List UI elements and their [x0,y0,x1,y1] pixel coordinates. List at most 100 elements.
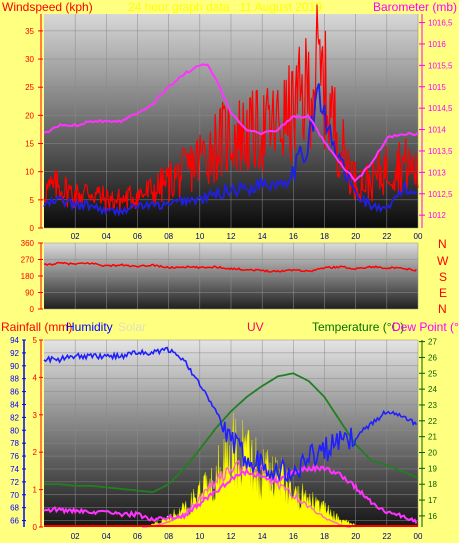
climate-panel-axes: 02 04 06 08 10 12 14 16 18 20 22 006668707274767880… [10,336,437,541]
barometer-label: Barometer (mb) [373,0,457,14]
direction-tick-label: 90 [25,289,34,298]
compass-w: W [437,254,449,268]
temperature-label: Temperature (°C) [312,320,404,334]
temperature-tick-label: 19 [428,464,437,473]
temperature-tick-label: 23 [428,401,437,410]
barometer-tick-label: 1014 [428,126,446,135]
barometer-line [43,63,419,183]
x-tick-label: 10 [195,232,204,241]
x-tick-label: 16 [289,232,298,241]
temperature-tick-label: 26 [428,353,437,362]
barometer-tick-label: 1016 [428,40,446,49]
x-tick-label: 10 [195,532,204,541]
humidity-tick-label: 84 [10,400,19,409]
x-tick-label: 16 [289,532,298,541]
x-tick-label: 00 [414,232,423,241]
x-tick-label: 20 [351,532,360,541]
windspeed-tick-label: 5 [30,196,35,205]
barometer-tick-label: 1013 [428,168,446,177]
humidity-tick-label: 66 [10,517,19,526]
windspeed-tick-label: 10 [25,168,34,177]
temperature-tick-label: 21 [428,433,437,442]
climate-panel-series [43,346,419,528]
direction-tick-label: 0 [30,305,35,314]
temperature-tick-label: 16 [428,512,437,521]
humidity-tick-label: 74 [10,465,19,474]
windspeed-tick-label: 35 [25,27,34,36]
x-tick-label: 04 [102,532,111,541]
barometer-tick-label: 1012,5 [428,190,453,199]
x-tick-label: 14 [258,532,267,541]
direction-panel-grid [44,242,419,310]
rain-tick-label: 1 [33,486,38,495]
wind-panel-axes: 02 04 06 08 10 12 14 16 18 20 22 000510152025303510… [25,14,453,241]
humidity-label: Humidity [66,320,113,334]
humidity-tick-label: 90 [10,362,19,371]
direction-panel-axes: 0 90 180 270 360 [21,239,43,314]
humidity-tick-label: 78 [10,439,19,448]
x-tick-label: 20 [351,232,360,241]
x-tick-label: 18 [320,232,329,241]
rain-tick-label: 0 [33,523,38,532]
barometer-tick-label: 1015,5 [428,61,453,70]
barometer-tick-label: 1015 [428,83,446,92]
humidity-tick-label: 70 [10,491,19,500]
temperature-tick-label: 17 [428,496,437,505]
x-tick-label: 22 [382,532,391,541]
temperature-tick-label: 22 [428,417,437,426]
humidity-tick-label: 86 [10,388,19,397]
solar-label: Solar [118,320,146,334]
x-tick-label: 22 [382,232,391,241]
temperature-tick-label: 27 [428,338,437,347]
compass-n-top: N [438,237,447,251]
x-tick-label: 14 [258,232,267,241]
humidity-tick-label: 92 [10,349,19,358]
compass-s: S [439,270,447,284]
windspeed-tick-label: 0 [30,224,35,233]
rainfall-label: Rainfall (mm) [1,320,72,334]
humidity-tick-label: 88 [10,375,19,384]
direction-tick-label: 360 [21,239,35,248]
temperature-tick-label: 25 [428,369,437,378]
humidity-tick-label: 76 [10,452,19,461]
temperature-tick-label: 24 [428,385,437,394]
direction-tick-label: 270 [21,256,35,265]
x-tick-label: 00 [414,532,423,541]
temperature-line [44,372,419,494]
humidity-tick-label: 80 [10,426,19,435]
direction-tick-label: 180 [21,272,35,281]
uv-label: UV [247,320,264,334]
x-tick-label: 02 [71,232,80,241]
windspeed-tick-label: 30 [25,55,34,64]
wind-average-line [43,83,417,217]
x-tick-label: 06 [133,232,142,241]
windspeed-tick-label: 15 [25,140,34,149]
barometer-tick-label: 1014,5 [428,104,453,113]
barometer-tick-label: 1013,5 [428,147,453,156]
compass-n-bottom: N [438,302,447,316]
temperature-tick-label: 18 [428,480,437,489]
temperature-tick-label: 20 [428,449,437,458]
humidity-tick-label: 94 [10,336,19,345]
wind-panel-grid [44,14,419,229]
dewpoint-line [43,463,418,524]
humidity-tick-label: 82 [10,413,19,422]
dewpoint-label: Dew Point (°C [392,320,459,334]
x-tick-label: 12 [227,532,236,541]
rain-tick-label: 2 [33,448,38,457]
wind-panel-series [43,4,419,217]
humidity-tick-label: 68 [10,504,19,513]
wind-direction-line [43,261,417,273]
chart-title: 24 hour graph data : 11 August 2019 [128,0,322,14]
humidity-line [43,346,418,484]
x-tick-label: 08 [164,232,173,241]
x-tick-label: 04 [102,232,111,241]
direction-panel-series [43,261,417,273]
x-tick-label: 06 [133,532,142,541]
compass-e: E [439,286,447,300]
x-tick-label: 02 [71,532,80,541]
windspeed-tick-label: 25 [25,83,34,92]
windspeed-tick-label: 20 [25,111,34,120]
x-tick-label: 12 [227,232,236,241]
